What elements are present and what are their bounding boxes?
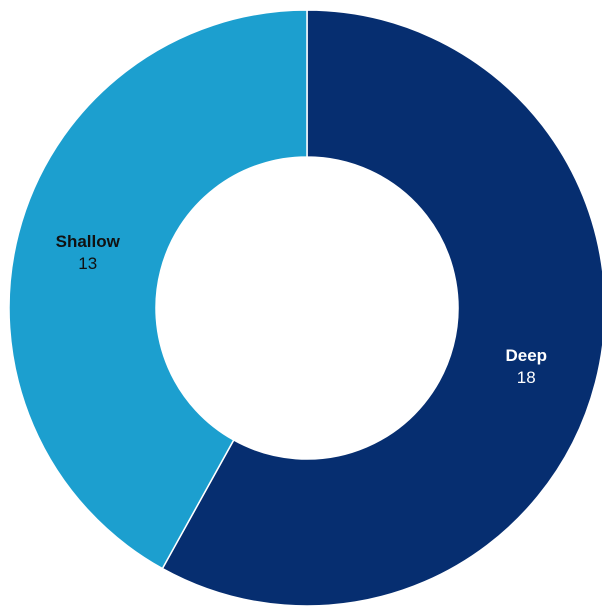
slices: [8, 9, 602, 606]
slice-label-deep: Deep: [505, 346, 547, 365]
slice-labels: Deep 18 Shallow 13: [56, 232, 547, 387]
slice-value-shallow: 13: [78, 254, 97, 273]
slice-value-deep: 18: [517, 368, 536, 387]
slice-deep[interactable]: [161, 9, 602, 606]
slice-label-shallow: Shallow: [56, 232, 121, 251]
slice-shallow[interactable]: [8, 9, 308, 570]
